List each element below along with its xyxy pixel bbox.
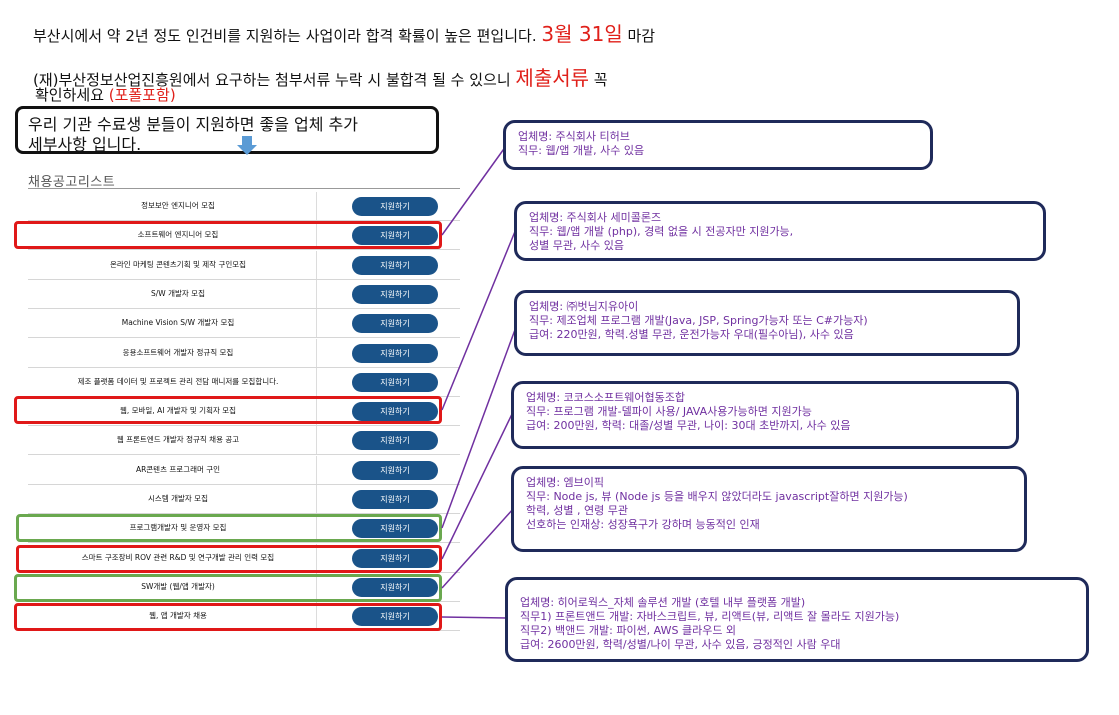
row-divider	[316, 455, 317, 484]
job-row: 웹, 모바일, AI 개발자 및 기획자 모집 지원하기	[28, 397, 460, 427]
job-title[interactable]: 시스템 개발자 모집	[148, 494, 208, 503]
job-row: 프로그램개발자 및 운영자 모집 지원하기	[28, 514, 460, 544]
apply-button[interactable]: 지원하기	[352, 372, 438, 392]
job-row: 온라인 마케팅 콘텐츠기획 및 제작 구인모집 지원하기	[28, 250, 460, 280]
job-row: 응용소프트웨어 개발자 정규직 모집 지원하기	[28, 338, 460, 368]
company-box-3: 업체명: ㈜벗님지유아이 직무: 제조업체 프로그램 개발(Java, JSP,…	[514, 290, 1020, 356]
job-title[interactable]: 정보보안 엔지니어 모집	[141, 201, 215, 210]
job-row: 웹 프론트엔드 개발자 정규직 채용 공고 지원하기	[28, 426, 460, 456]
apply-button[interactable]: 지원하기	[352, 548, 438, 568]
apply-button[interactable]: 지원하기	[352, 607, 438, 627]
apply-button[interactable]: 지원하기	[352, 402, 438, 422]
job-title[interactable]: 응용소프트웨어 개발자 정규직 모집	[122, 347, 234, 357]
row-divider	[316, 338, 317, 367]
job-title[interactable]: 웹, 앱 개발자 채용	[149, 611, 207, 621]
apply-button[interactable]: 지원하기	[352, 460, 438, 480]
job-title[interactable]: 웹, 모바일, AI 개발자 및 기획자 모집	[119, 406, 237, 416]
apply-button[interactable]: 지원하기	[352, 490, 438, 509]
job-row: Machine Vision S/W 개발자 모집 지원하기	[28, 309, 460, 339]
apply-button[interactable]: 지원하기	[352, 314, 438, 334]
row-divider	[316, 367, 317, 396]
job-row: AR콘텐츠 프로그래머 구인 지원하기	[28, 455, 460, 485]
job-row: 정보보안 엔지니어 모집 지원하기	[28, 192, 460, 221]
job-title[interactable]: 웹 프론트엔드 개발자 정규직 채용 공고	[116, 435, 240, 445]
row-divider	[316, 397, 317, 426]
row-divider	[316, 426, 317, 455]
row-divider	[316, 514, 317, 543]
connector-4	[441, 411, 514, 560]
row-divider	[316, 309, 317, 338]
apply-button[interactable]: 지원하기	[352, 431, 438, 451]
apply-button[interactable]: 지원하기	[352, 197, 438, 216]
row-divider	[316, 221, 317, 250]
job-title[interactable]: Machine Vision S/W 개발자 모집	[121, 318, 235, 328]
connector-2	[441, 228, 517, 411]
highlight-row-2	[14, 221, 442, 249]
job-title[interactable]: AR콘텐츠 프로그래머 구인	[135, 464, 221, 474]
connector-3	[441, 326, 517, 529]
apply-button[interactable]: 지원하기	[352, 519, 438, 539]
apply-button[interactable]: 지원하기	[352, 577, 438, 597]
highlight-row-14	[14, 574, 442, 602]
row-divider	[316, 543, 317, 572]
highlight-row-8	[14, 396, 442, 424]
deadline-notice: 부산시에서 약 2년 정도 인건비를 지원하는 사업이라 합격 확률이 높은 편…	[33, 22, 656, 46]
down-arrow-icon	[237, 136, 257, 155]
connector-5	[441, 507, 515, 589]
apply-button[interactable]: 지원하기	[352, 343, 438, 363]
company-box-2: 업체명: 주식회사 세미콜론즈 직무: 웹/앱 개발 (php), 경력 없을 …	[514, 201, 1046, 261]
row-divider	[316, 572, 317, 601]
row-divider	[316, 192, 317, 220]
row-divider	[316, 250, 317, 279]
company-box-5: 업체명: 엠브이픽 직무: Node js, 뷰 (Node js 등을 배우지…	[511, 466, 1027, 552]
company-box-1: 업체명: 주식회사 티허브 직무: 웹/앱 개발, 사수 있음	[503, 120, 933, 170]
connector-6	[441, 616, 508, 619]
documents-notice-2: 확인하세요 (포폴포함)	[35, 86, 176, 104]
job-title[interactable]: 프로그램개발자 및 운영자 모집	[129, 523, 227, 533]
job-title[interactable]: 소프트웨어 엔지니어 모집	[137, 230, 219, 240]
job-title[interactable]: SW개발 (웹/앱 개발자)	[141, 581, 215, 591]
job-list-title: 채용공고리스트	[28, 175, 116, 190]
job-title[interactable]: S/W 개발자 모집	[151, 288, 205, 298]
company-box-6: 업체명: 히어로웍스_자체 솔루션 개발 (호텔 내부 플랫폼 개발) 직무1)…	[505, 577, 1089, 662]
recommendation-box: 우리 기관 수료생 분들이 지원하면 좋을 업체 추가 세부사항 입니다.	[15, 106, 439, 154]
highlight-row-13	[16, 545, 442, 573]
job-row: 시스템 개발자 모집 지원하기	[28, 485, 460, 514]
row-divider	[316, 485, 317, 513]
row-divider	[316, 602, 317, 631]
highlight-row-12	[16, 514, 442, 542]
job-title[interactable]: 제조 플랫폼 데이터 및 프로젝트 관리 전담 매니저를 모집합니다.	[77, 376, 279, 386]
job-list-rule	[28, 188, 460, 189]
apply-button[interactable]: 지원하기	[352, 255, 438, 275]
job-row: S/W 개발자 모집 지원하기	[28, 279, 460, 309]
connector-1	[441, 145, 507, 236]
job-row: 소프트웨어 엔지니어 모집 지원하기	[28, 221, 460, 251]
job-title[interactable]: 온라인 마케팅 콘텐츠기획 및 제작 구인모집	[109, 259, 247, 269]
highlight-row-15	[14, 603, 442, 631]
documents-notice: (재)부산정보산업진흥원에서 요구하는 첨부서류 누락 시 불합격 될 수 있으…	[33, 66, 608, 90]
company-box-4: 업체명: 코코스소프트웨어협동조합 직무: 프로그램 개발-델파이 사용/ JA…	[511, 381, 1019, 449]
apply-button[interactable]: 지원하기	[352, 226, 438, 246]
job-title[interactable]: 스마트 구조장비 ROV 관련 R&D 및 연구개발 관리 인력 모집	[81, 552, 275, 562]
apply-button[interactable]: 지원하기	[352, 284, 438, 304]
row-divider	[316, 279, 317, 308]
